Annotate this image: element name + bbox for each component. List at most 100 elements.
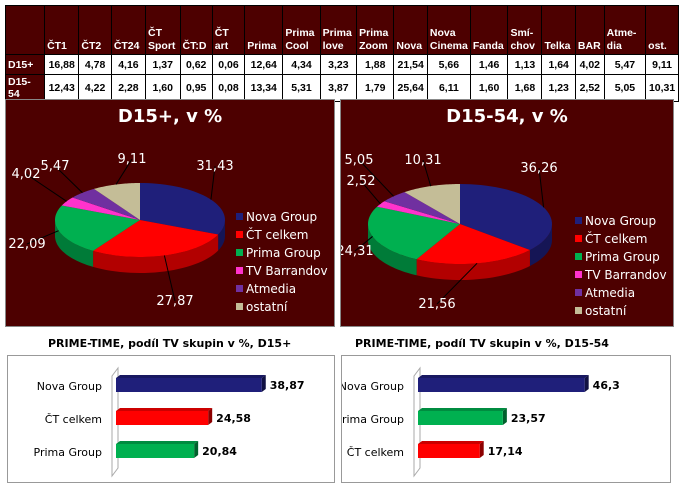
leader-line — [26, 230, 59, 245]
bar-top — [418, 441, 484, 444]
bar-top — [418, 375, 589, 378]
table-cell: 2,28 — [110, 74, 147, 102]
bar-side — [194, 441, 199, 458]
data-label: 38,87 — [270, 379, 305, 392]
table-cell: 13,34 — [244, 74, 284, 102]
table-cell: 4,22 — [78, 74, 112, 102]
data-label: 20,84 — [202, 445, 237, 458]
table-cell: 5,31 — [282, 74, 321, 102]
table-cell: 4,02 — [574, 54, 605, 75]
table-cell: 12,64 — [244, 54, 284, 75]
data-label: 9,11 — [118, 152, 147, 167]
legend-item: ostatní — [246, 300, 288, 314]
table-cell: 3,23 — [319, 54, 358, 75]
table-cell: 10,31 — [645, 74, 679, 102]
legend-item: ČT celkem — [585, 231, 647, 246]
leader-line — [358, 159, 394, 197]
bar-chart-d15-54: 46,3 Nova Group 23,57 Prima Group 17,14 ČT ce… — [336, 366, 620, 478]
bar-top — [116, 375, 266, 378]
legend-item: Nova Group — [585, 214, 656, 228]
bar-side — [502, 408, 507, 425]
column-header: Prima Cool — [282, 5, 321, 55]
data-label: 17,14 — [488, 445, 523, 458]
row-label: D15-54 — [4, 74, 46, 102]
pie-slice-side — [218, 220, 225, 251]
table-cell: 0,95 — [179, 74, 213, 102]
legend-item: ČT celkem — [246, 227, 308, 242]
legend-swatch — [236, 213, 243, 220]
corner-cell — [4, 5, 46, 55]
data-label: 31,43 — [196, 159, 233, 174]
pie-slice-prima-group — [368, 206, 460, 260]
leader-line — [163, 255, 176, 302]
table-cell: 1,64 — [541, 54, 576, 75]
legend-swatch — [236, 285, 243, 292]
leader-line — [538, 167, 545, 208]
table-cell: 16,88 — [44, 54, 80, 75]
data-label: 5,47 — [41, 159, 70, 174]
pie-chart-d15-54: 36,26 21,56 24,31 2,52 5,05 10,31 Nova Group ČT… — [341, 153, 667, 318]
data-label: 4,02 — [12, 167, 41, 182]
legend-swatch — [575, 253, 582, 260]
category-label: ČT celkem — [45, 413, 102, 426]
pie-slice-prima-group — [55, 205, 141, 251]
legend-item: Prima Group — [585, 250, 660, 264]
table-cell: 1,13 — [507, 54, 543, 75]
column-header: Atme-dia — [603, 5, 647, 55]
category-label: Nova Group — [37, 380, 102, 393]
leader-line — [436, 262, 478, 305]
table-cell: 5,47 — [603, 54, 647, 75]
legend-swatch — [236, 231, 243, 238]
pie-title: D15-54, v % — [446, 106, 568, 127]
table-cell: 6,11 — [426, 74, 471, 102]
legend-swatch — [575, 271, 582, 278]
leader-line — [354, 236, 373, 252]
pie-slice-nova-group — [140, 183, 225, 235]
category-label: ČT celkem — [347, 446, 404, 459]
legend-item: Atmedia — [246, 282, 296, 296]
bar — [116, 411, 209, 425]
data-label: 5,05 — [345, 153, 374, 168]
data-label: 2,52 — [347, 174, 376, 189]
data-label: 24,31 — [341, 244, 374, 259]
legend-swatch — [236, 303, 243, 310]
column-header: Fanda — [469, 5, 509, 55]
data-label: 46,3 — [593, 379, 620, 392]
pie-title: D15+, v % — [117, 106, 223, 127]
table-cell: 1,60 — [469, 74, 509, 102]
column-header: ČT1 — [44, 5, 80, 55]
bar-top — [116, 441, 199, 444]
table-cell: 12,43 — [44, 74, 80, 102]
bar — [116, 444, 195, 458]
category-label: Prima Group — [34, 446, 102, 459]
column-header: Nova Cinema — [426, 5, 471, 55]
bar-side — [261, 375, 266, 392]
column-header: Prima love — [319, 5, 358, 55]
table-cell: 1,60 — [145, 74, 181, 102]
bar-side — [479, 441, 484, 458]
bar — [418, 411, 503, 425]
legend-item: Nova Group — [246, 210, 317, 224]
bar-top — [418, 408, 507, 411]
table-cell: 0,62 — [179, 54, 213, 75]
table-cell: 1,88 — [356, 54, 395, 75]
column-header: Smí-chov — [507, 5, 543, 55]
data-label: 10,31 — [404, 153, 441, 168]
column-header: Nova — [393, 5, 428, 55]
bar — [418, 444, 480, 458]
table-cell: 2,52 — [574, 74, 605, 102]
legend-swatch — [575, 289, 582, 296]
table-cell: 5,66 — [426, 54, 471, 75]
column-header: Prima — [244, 5, 284, 55]
leader-line — [25, 173, 67, 202]
legend-swatch — [575, 217, 582, 224]
column-header: ČT2 — [78, 5, 112, 55]
pie-slice-tv-barrandov — [61, 197, 140, 220]
pie-slice-side — [368, 224, 417, 276]
table-cell: 3,87 — [319, 74, 358, 102]
table-cell: 21,54 — [393, 54, 428, 75]
axis-wall — [111, 366, 119, 478]
table-cell: 1,68 — [507, 74, 543, 102]
column-header: ost. — [645, 5, 679, 55]
column-header: ČT:D — [179, 5, 213, 55]
